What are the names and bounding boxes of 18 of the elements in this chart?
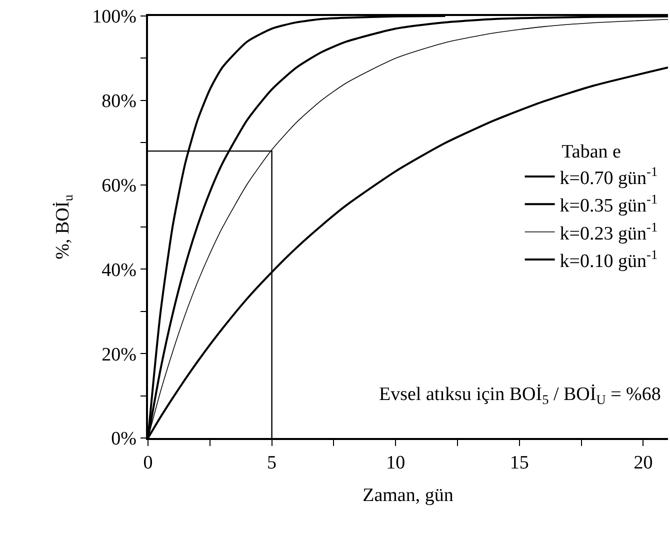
y-tick-label: 100% xyxy=(92,6,137,28)
x-tick-label: 20 xyxy=(634,452,653,474)
legend-label: k=0.70 gün$^{-1}$ xyxy=(560,164,658,189)
annotation: Evsel atıksu için BOİ$_{5}$ / BOİ$_{U}$ = %68 xyxy=(379,384,661,407)
x-axis-title: Zaman, gün xyxy=(362,484,454,506)
x-tick-label: 0 xyxy=(143,452,153,474)
legend-label: k=0.35 gün$^{-1}$ xyxy=(560,192,658,217)
y-tick-label: 20% xyxy=(102,344,137,366)
x-tick-label: 10 xyxy=(386,452,406,474)
y-tick-label: 0% xyxy=(111,428,137,450)
legend-title: Taban e xyxy=(562,142,621,163)
y-tick-label: 40% xyxy=(102,260,137,281)
x-tick-label: 15 xyxy=(510,452,529,474)
y-tick-label: 80% xyxy=(102,91,137,112)
legend-label: k=0.10 gün$^{-1}$ xyxy=(560,246,658,272)
legend-label: k=0.23 gün$^{-1}$ xyxy=(560,219,658,244)
x-tick-label: 5 xyxy=(267,452,277,474)
y-tick-label: 60% xyxy=(102,175,137,196)
